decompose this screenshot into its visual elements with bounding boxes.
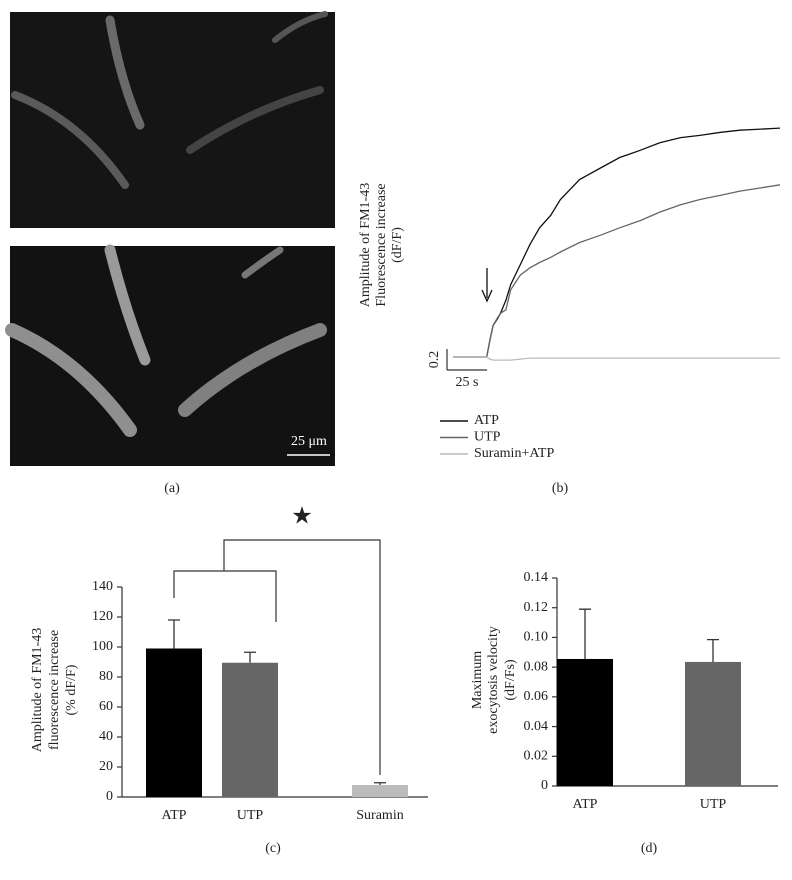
scale-bar-x-label: 25 s — [456, 375, 479, 390]
y-tick-label: 0 — [541, 778, 548, 793]
micrograph-bottom — [5, 244, 335, 466]
bar — [557, 658, 613, 786]
y-axis-label: Fluorescence increase — [374, 183, 389, 306]
y-tick-label: 0.04 — [524, 719, 549, 734]
y-tick-label: 100 — [92, 639, 113, 654]
y-axis-label: (% dF/F) — [64, 664, 79, 715]
y-tick-label: 0.10 — [524, 630, 549, 645]
x-tick-label: ATP — [162, 808, 187, 823]
legend-label: ATP — [474, 413, 499, 428]
y-tick-label: 0.06 — [524, 689, 549, 704]
trace — [453, 356, 780, 361]
y-axis-label: (dF/F) — [390, 227, 405, 263]
bar — [146, 648, 202, 797]
y-tick-label: 0 — [106, 789, 113, 804]
y-axis-label: Amplitude of FM1-43 — [30, 628, 45, 752]
scale-bar-label: 25 μm — [291, 434, 327, 449]
significance-brackets — [173, 539, 381, 775]
error-bar — [579, 608, 591, 659]
error-bar — [168, 619, 180, 649]
y-axis-label: fluorescence increase — [47, 630, 62, 750]
x-tick-label: Suramin — [356, 808, 403, 823]
x-tick-label: ATP — [573, 797, 598, 812]
y-tick-label: 80 — [99, 669, 113, 684]
micrograph-top — [10, 11, 335, 228]
y-tick-label: 40 — [99, 729, 113, 744]
trace — [453, 184, 781, 358]
caption: (a) — [164, 481, 180, 496]
significance-star: ★ — [291, 504, 313, 530]
caption: (d) — [641, 841, 658, 856]
bar — [685, 661, 741, 786]
stimulus-arrow — [481, 268, 493, 303]
scale-bar-y-label: 0.2 — [427, 351, 442, 369]
legend-label: UTP — [474, 430, 501, 445]
y-tick-label: 0.08 — [524, 659, 549, 674]
legend-label: Suramin+ATP — [474, 446, 554, 461]
y-axis-label: Amplitude of FM1-43 — [358, 183, 373, 307]
y-tick-label: 0.12 — [524, 600, 549, 615]
y-tick-label: 60 — [99, 699, 113, 714]
y-axis-label: Maximum — [470, 651, 485, 709]
error-bar — [374, 782, 386, 785]
y-tick-label: 20 — [99, 759, 113, 774]
y-tick-label: 0.14 — [524, 570, 549, 585]
y-tick-label: 0.02 — [524, 749, 549, 764]
caption: (b) — [552, 481, 569, 496]
y-tick-label: 140 — [92, 579, 113, 594]
caption: (c) — [265, 841, 281, 856]
bar — [222, 662, 278, 797]
trace — [453, 127, 781, 358]
y-tick-label: 120 — [92, 609, 113, 624]
x-tick-label: UTP — [237, 808, 264, 823]
error-bar — [244, 651, 256, 663]
y-axis-label: exocytosis velocity — [486, 626, 501, 734]
bar — [352, 785, 408, 797]
x-tick-label: UTP — [700, 797, 727, 812]
error-bar — [707, 639, 719, 662]
y-axis-label: (dF/Fs) — [503, 659, 518, 701]
